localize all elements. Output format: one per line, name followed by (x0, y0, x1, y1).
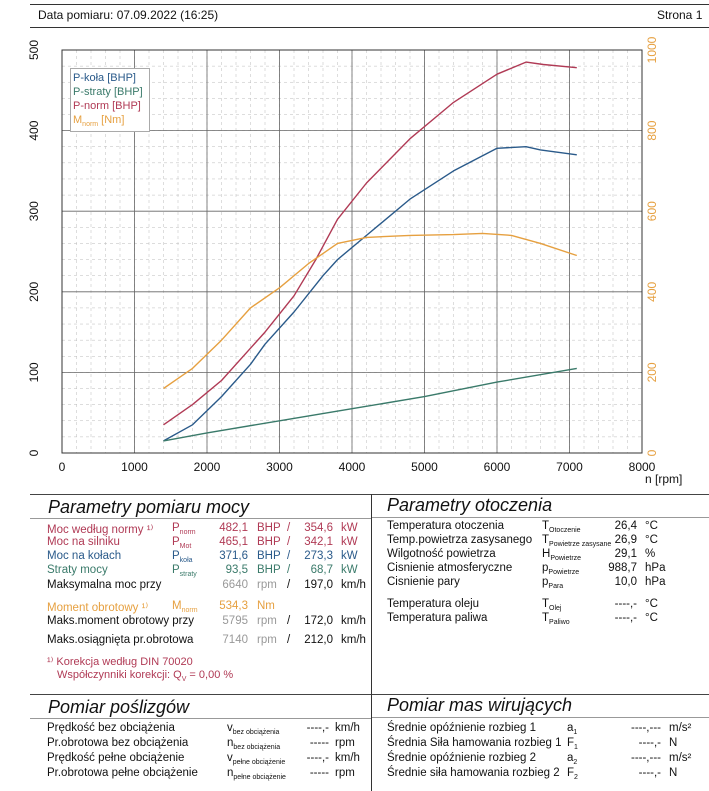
ambient-title-rule (372, 517, 709, 518)
header-bottom-rule (30, 27, 709, 28)
y-left-tick-label: 500 (27, 40, 41, 60)
plot-frame (61, 49, 643, 454)
x-tick-label: 4000 (339, 460, 366, 474)
x-tick-label: 3000 (266, 460, 293, 474)
y-right-tick-label: 400 (645, 281, 659, 301)
y-left-tick-label: 400 (27, 120, 41, 140)
chart-legend: P-koła [BHP] P-straty [BHP] P-norm [BHP]… (70, 68, 150, 132)
x-tick-label: 8000 (629, 460, 656, 474)
x-tick-label: 5000 (411, 460, 438, 474)
slip-table: Prędkość bez obciążenia vbez obciążenia … (47, 722, 360, 781)
series-line (163, 232, 578, 390)
page-number: Strona 1 (657, 8, 703, 22)
legend-p-norm: P-norm [BHP] (73, 100, 141, 112)
y-left-tick-label: 300 (27, 201, 41, 221)
slip-title-rule (30, 718, 371, 719)
y-right-tick-label: 800 (645, 120, 659, 140)
power-table: Moc według normy ¹⁾ Pnorm 482,1 BHP / 35… (47, 522, 366, 683)
x-tick-label: 6000 (484, 460, 511, 474)
series-line (163, 145, 577, 442)
x-tick-label: 2000 (194, 460, 221, 474)
y-left-tick-label: 0 (27, 449, 41, 456)
y-left-tick-label: 200 (27, 281, 41, 301)
inertia-section-title: Pomiar mas wirujących (387, 695, 573, 715)
slip-section-title: Pomiar poślizgów (48, 697, 190, 717)
series-line (163, 367, 577, 442)
legend-p-kola: P-koła [BHP] (73, 72, 136, 84)
y-left-tick-label: 100 (27, 362, 41, 382)
correction-factor: Współczynniki korekcji: QV = 0,00 % (57, 669, 234, 683)
section-rule-mid (30, 694, 709, 695)
y-right-tick-label: 1000 (645, 36, 659, 63)
correction-note: ¹⁾ Korekcja według DIN 70020 (47, 656, 193, 668)
power-section-title: Parametry pomiaru mocy (48, 497, 250, 517)
y-right-tick-label: 200 (645, 362, 659, 382)
x-axis-label: n [rpm] (645, 472, 682, 486)
x-tick-label: 0 (59, 460, 66, 474)
section-divider-2 (371, 694, 372, 791)
section-divider-1 (371, 494, 372, 694)
section-rule-top (30, 494, 709, 495)
series-line (163, 61, 577, 426)
y-right-tick-label: 0 (645, 449, 659, 456)
inertia-table: Średnie opóźnienie rozbieg 1 a1 ----,---… (387, 722, 692, 781)
measurement-date: Data pomiaru: 07.09.2022 (16:25) (38, 8, 219, 22)
ambient-section-title: Parametry otoczenia (387, 495, 553, 515)
legend-p-straty: P-straty [BHP] (73, 86, 143, 98)
legend-m-norm: Mnorm [Nm] (73, 114, 125, 128)
y-right-tick-label: 600 (645, 201, 659, 221)
power-title-rule (30, 518, 371, 519)
inertia-title-rule (372, 717, 709, 718)
ambient-table: Temperatura otoczenia TOtoczenie 26,4 °C… (387, 520, 666, 626)
x-tick-label: 1000 (121, 460, 148, 474)
x-tick-label: 7000 (556, 460, 583, 474)
header-top-rule (30, 4, 709, 5)
